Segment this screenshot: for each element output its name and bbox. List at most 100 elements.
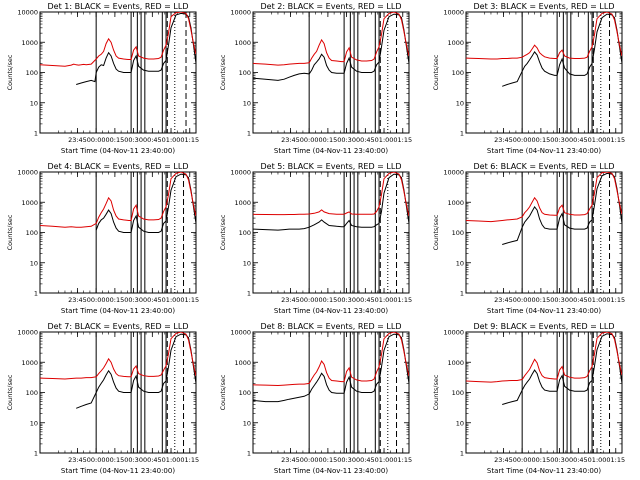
chart-title: Det 8: BLACK = Events, RED = LLD (261, 322, 402, 331)
x-tick-label: 00:30 (337, 136, 356, 144)
y-tick-label: 10 (30, 259, 38, 267)
chart-panel-det-7: Det 7: BLACK = Events, RED = LLD Counts/s… (6, 322, 199, 475)
series-line-events (253, 13, 409, 81)
x-tick-label: 00:45 (569, 456, 588, 464)
x-tick-label: 01:15 (393, 136, 412, 144)
y-tick-label: 10000 (230, 169, 251, 177)
x-tick-label: 01:15 (606, 456, 625, 464)
series-line-events (253, 173, 409, 231)
y-axis-label: Counts/sec (432, 374, 440, 410)
x-tick-label: 00:30 (124, 296, 143, 304)
y-tick-label: 10 (456, 259, 464, 267)
x-tick-label: 23:45 (68, 136, 87, 144)
x-tick-label: 00:15 (532, 296, 551, 304)
y-tick-label: 10000 (17, 329, 38, 337)
y-tick-label: 10 (30, 419, 38, 427)
x-tick-label: 01:00 (375, 136, 394, 144)
plot-area (40, 172, 196, 293)
x-tick-label: 01:15 (606, 296, 625, 304)
series-line-lld (466, 332, 622, 383)
x-tick-label: 01:00 (588, 296, 607, 304)
x-tick-label: 00:30 (124, 136, 143, 144)
x-tick-label: 00:00 (513, 136, 532, 144)
x-tick-label: 00:00 (513, 456, 532, 464)
y-tick-label: 10000 (443, 329, 464, 337)
plot-area (466, 12, 622, 133)
x-tick-label: 00:45 (356, 296, 375, 304)
y-axis-label: Counts/sec (6, 54, 14, 90)
plot-area (466, 172, 622, 293)
x-tick-label: 00:00 (300, 456, 319, 464)
series-line-events (95, 173, 196, 233)
y-tick-label: 1000 (234, 39, 251, 47)
chart-panel-det-2: Det 2: BLACK = Events, RED = LLD Counts/s… (219, 2, 412, 155)
y-tick-label: 1 (34, 130, 38, 138)
x-tick-label: 00:45 (356, 456, 375, 464)
y-tick-label: 1 (460, 450, 464, 458)
x-tick-label: 23:45 (281, 136, 300, 144)
plot-area (253, 12, 409, 133)
plot-area (466, 332, 622, 453)
y-tick-label: 100 (26, 389, 38, 397)
y-tick-label: 100 (452, 229, 464, 237)
plot-frame (39, 331, 197, 454)
x-tick-label: 00:45 (569, 136, 588, 144)
series-line-lld (253, 332, 409, 387)
x-tick-label: 00:00 (300, 296, 319, 304)
chart-panel-det-3: Det 3: BLACK = Events, RED = LLD Counts/s… (432, 2, 625, 155)
x-axis-label: Start Time (04-Nov-11 23:40:00) (274, 307, 388, 315)
plot-frame (465, 331, 623, 454)
series-line-events (253, 333, 409, 403)
series-line-lld (253, 12, 409, 66)
x-tick-label: 00:45 (143, 296, 162, 304)
y-tick-label: 100 (239, 389, 251, 397)
chart-panel-det-8: Det 8: BLACK = Events, RED = LLD Counts/s… (219, 322, 412, 475)
chart-title: Det 4: BLACK = Events, RED = LLD (48, 162, 189, 171)
chart-title: Det 5: BLACK = Events, RED = LLD (261, 162, 402, 171)
chart-panel-det-1: Det 1: BLACK = Events, RED = LLD Counts/s… (6, 2, 199, 155)
y-axis-label: Counts/sec (219, 374, 227, 410)
x-tick-label: 01:00 (162, 456, 181, 464)
y-tick-label: 1 (247, 290, 251, 298)
plot-area (253, 172, 409, 293)
chart-title: Det 7: BLACK = Events, RED = LLD (48, 322, 189, 331)
x-tick-label: 00:30 (550, 296, 569, 304)
y-tick-label: 1000 (447, 359, 464, 367)
plot-frame (39, 11, 197, 134)
x-axis-label: Start Time (04-Nov-11 23:40:00) (61, 467, 175, 475)
chart-title: Det 9: BLACK = Events, RED = LLD (474, 322, 615, 331)
x-tick-label: 00:45 (143, 456, 162, 464)
x-tick-label: 01:00 (162, 136, 181, 144)
x-axis-label: Start Time (04-Nov-11 23:40:00) (61, 147, 175, 155)
y-tick-label: 100 (239, 229, 251, 237)
x-tick-label: 23:45 (281, 456, 300, 464)
series-line-lld (40, 12, 196, 67)
y-tick-label: 1000 (21, 199, 38, 207)
plot-frame (39, 171, 197, 294)
chart-panel-det-6: Det 6: BLACK = Events, RED = LLD Counts/s… (432, 162, 625, 315)
plot-frame (252, 171, 410, 294)
x-tick-label: 00:45 (143, 136, 162, 144)
chart-panel-det-5: Det 5: BLACK = Events, RED = LLD Counts/s… (219, 162, 412, 315)
x-tick-label: 23:45 (68, 456, 87, 464)
x-tick-label: 00:00 (87, 136, 106, 144)
x-tick-label: 01:00 (375, 296, 394, 304)
x-tick-label: 01:00 (375, 456, 394, 464)
series-line-lld (40, 332, 196, 380)
x-axis-label: Start Time (04-Nov-11 23:40:00) (487, 147, 601, 155)
y-tick-label: 10 (243, 99, 251, 107)
y-tick-label: 1000 (21, 39, 38, 47)
x-tick-label: 01:15 (180, 456, 199, 464)
y-tick-label: 1000 (234, 359, 251, 367)
x-axis-label: Start Time (04-Nov-11 23:40:00) (487, 307, 601, 315)
x-axis-label: Start Time (04-Nov-11 23:40:00) (61, 307, 175, 315)
x-tick-label: 00:00 (87, 456, 106, 464)
series-line-events (502, 13, 622, 87)
y-tick-label: 10 (243, 419, 251, 427)
y-tick-label: 10000 (443, 9, 464, 17)
x-tick-label: 00:45 (356, 136, 375, 144)
y-tick-label: 10 (456, 419, 464, 427)
x-tick-label: 00:15 (319, 136, 338, 144)
y-axis-label: Counts/sec (432, 214, 440, 250)
chart-title: Det 3: BLACK = Events, RED = LLD (474, 2, 615, 11)
